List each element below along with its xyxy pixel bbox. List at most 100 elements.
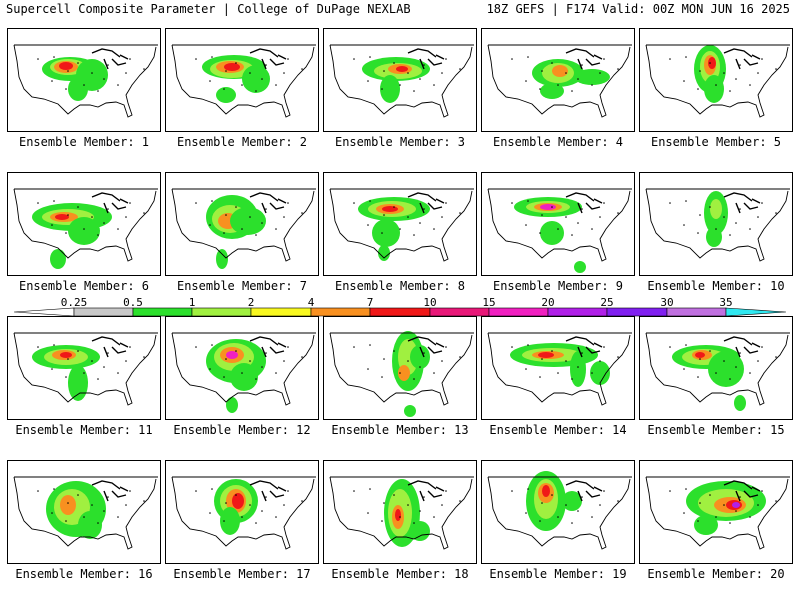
state-marker	[685, 344, 687, 346]
state-marker	[571, 90, 573, 92]
state-marker	[551, 494, 553, 496]
state-marker	[699, 70, 701, 72]
state-marker	[195, 202, 197, 204]
state-marker	[77, 62, 79, 64]
us-border-outline	[645, 44, 790, 118]
scp-map	[645, 332, 790, 411]
state-marker	[697, 88, 699, 90]
state-marker	[265, 208, 267, 210]
ensemble-member-label: Ensemble Member: 8	[334, 279, 466, 293]
state-marker	[413, 522, 415, 524]
state-marker	[283, 72, 285, 74]
state-marker	[275, 228, 277, 230]
state-marker	[413, 378, 415, 380]
scp-contour-fill	[68, 365, 88, 401]
state-marker	[399, 372, 401, 374]
state-marker	[287, 346, 289, 348]
state-marker	[757, 504, 759, 506]
colorbar-tick-label: 4	[307, 296, 315, 309]
scp-contour-fill	[734, 395, 746, 411]
state-marker	[581, 64, 583, 66]
state-marker	[67, 70, 69, 72]
state-marker	[65, 520, 67, 522]
ensemble-member-label: Ensemble Member: 3	[334, 135, 466, 149]
state-marker	[557, 84, 559, 86]
ensemble-member-label: Ensemble Member: 10	[647, 279, 785, 293]
great-lakes-outline	[249, 336, 287, 358]
state-marker	[91, 360, 93, 362]
scp-contour-fill	[78, 511, 102, 539]
state-marker	[211, 344, 213, 346]
scp-contour-fill	[55, 214, 69, 220]
colorbar-tick-label: 15	[482, 296, 496, 309]
state-marker	[37, 346, 39, 348]
state-marker	[283, 504, 285, 506]
state-marker	[283, 216, 285, 218]
state-marker	[381, 232, 383, 234]
scp-map	[171, 332, 316, 413]
state-marker	[125, 360, 127, 362]
ensemble-member-label: Ensemble Member: 4	[492, 135, 624, 149]
ensemble-member-label: Ensemble Member: 14	[489, 423, 627, 437]
state-marker	[697, 520, 699, 522]
ensemble-member-map	[323, 172, 477, 276]
state-marker	[249, 360, 251, 362]
state-marker	[775, 68, 777, 70]
state-marker	[599, 72, 601, 74]
state-marker	[525, 368, 527, 370]
state-marker	[433, 228, 435, 230]
scp-contour-fill	[380, 75, 400, 103]
state-marker	[367, 80, 369, 82]
state-marker	[565, 360, 567, 362]
ensemble-member-label: Ensemble Member: 17	[173, 567, 311, 581]
scp-map	[171, 188, 316, 269]
ensemble-member-map	[481, 316, 635, 420]
colorbar-tick-label: 35	[719, 296, 733, 309]
state-marker	[103, 222, 105, 224]
state-marker	[225, 214, 227, 216]
state-marker	[91, 216, 93, 218]
ensemble-member-map	[323, 460, 477, 564]
state-marker	[565, 216, 567, 218]
state-marker	[599, 504, 601, 506]
state-marker	[541, 358, 543, 360]
state-marker	[77, 350, 79, 352]
state-marker	[117, 228, 119, 230]
state-marker	[195, 346, 197, 348]
scp-contour-fill	[704, 75, 724, 103]
scp-contour-fill	[562, 491, 582, 511]
scp-contour-fill	[226, 351, 238, 359]
ensemble-member-label: Ensemble Member: 16	[15, 567, 153, 581]
state-marker	[211, 200, 213, 202]
ensemble-member-label: Ensemble Member: 5	[650, 135, 782, 149]
us-border-outline	[171, 332, 316, 406]
ensemble-member-label: Ensemble Member: 19	[489, 567, 627, 581]
us-border-outline	[329, 476, 474, 550]
state-marker	[617, 356, 619, 358]
great-lakes-outline	[723, 192, 761, 214]
scp-map	[645, 476, 790, 550]
state-marker	[723, 504, 725, 506]
state-marker	[287, 490, 289, 492]
us-border-outline	[171, 44, 316, 118]
state-marker	[275, 372, 277, 374]
state-marker	[557, 372, 559, 374]
state-marker	[97, 90, 99, 92]
state-marker	[423, 496, 425, 498]
state-marker	[445, 490, 447, 492]
state-marker	[211, 56, 213, 58]
state-marker	[107, 496, 109, 498]
state-marker	[235, 350, 237, 352]
state-marker	[419, 510, 421, 512]
state-marker	[775, 212, 777, 214]
state-marker	[129, 490, 131, 492]
state-marker	[557, 516, 559, 518]
ensemble-member-map	[165, 28, 319, 132]
scp-map	[13, 44, 158, 118]
state-marker	[683, 80, 685, 82]
state-marker	[539, 520, 541, 522]
scp-map	[487, 332, 632, 406]
state-marker	[599, 360, 601, 362]
us-border-outline	[13, 476, 158, 550]
scp-contour-fill	[230, 207, 266, 235]
